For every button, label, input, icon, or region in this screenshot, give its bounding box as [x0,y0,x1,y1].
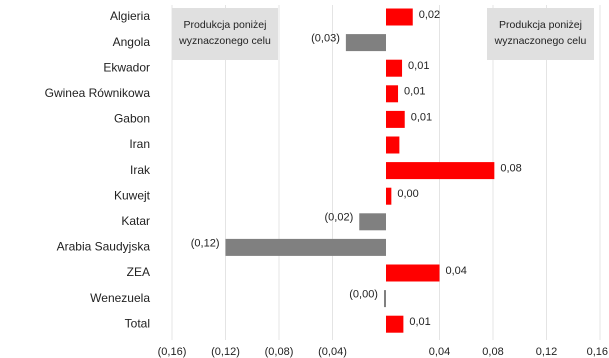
x-tick-label: (0,16) [158,346,187,358]
bar [386,187,392,205]
x-tick-label: (0,12) [211,346,240,358]
x-tick-label: (0,04) [318,346,347,358]
bar [386,136,400,154]
y-tick-label: Algieria [110,9,150,23]
y-tick-label: Angola [113,35,151,49]
x-tick-label: 0,16 [587,346,608,358]
value-label: (0,12) [191,237,220,249]
y-tick-label: Gabon [114,112,150,126]
y-tick-label: Katar [121,214,150,228]
value-label: 0,01 [411,111,432,123]
bar [345,34,386,52]
annotation-box [487,8,594,60]
value-label: 0,01 [409,316,430,328]
value-label: 0,01 [404,86,425,98]
x-tick-label: 0,08 [482,346,503,358]
value-label: 0,08 [500,163,521,175]
value-label: (0,03) [311,33,340,45]
bar [386,162,495,180]
value-label: (0,02) [325,212,354,224]
y-tick-label: Wenezuela [90,291,150,305]
bar [386,8,413,26]
bar [386,264,440,282]
x-tick-label: (0,08) [265,346,294,358]
y-tick-label: Ekwador [103,60,150,74]
annotation-box [172,8,278,60]
y-tick-label: Irak [130,163,151,177]
annotation-text: Produkcja poniżej [184,19,267,31]
value-label: 0,04 [446,265,467,277]
annotation-text: wyznaczonego celu [178,35,271,47]
y-tick-label: Gwinea Równikowa [45,86,151,100]
bar [386,85,399,103]
bar [386,110,405,128]
annotation-text: wyznaczonego celu [494,35,587,47]
y-tick-label: Iran [129,137,150,151]
bar [359,213,386,231]
x-tick-label: 0,12 [536,346,557,358]
value-label: 0,00 [397,188,418,200]
annotation-text: Produkcja poniżej [499,19,582,31]
bar [225,238,386,256]
bar [386,315,404,333]
bar [386,59,403,77]
y-tick-label: Arabia Saudyjska [57,240,151,254]
value-label: (0,00) [349,289,378,301]
x-tick-label: 0,04 [429,346,450,358]
bar [383,290,386,308]
y-tick-label: ZEA [127,265,150,279]
value-label: 0,01 [408,60,429,72]
value-label: 0,02 [419,9,440,21]
y-tick-label: Total [125,316,150,330]
y-tick-label: Kuwejt [114,188,151,202]
